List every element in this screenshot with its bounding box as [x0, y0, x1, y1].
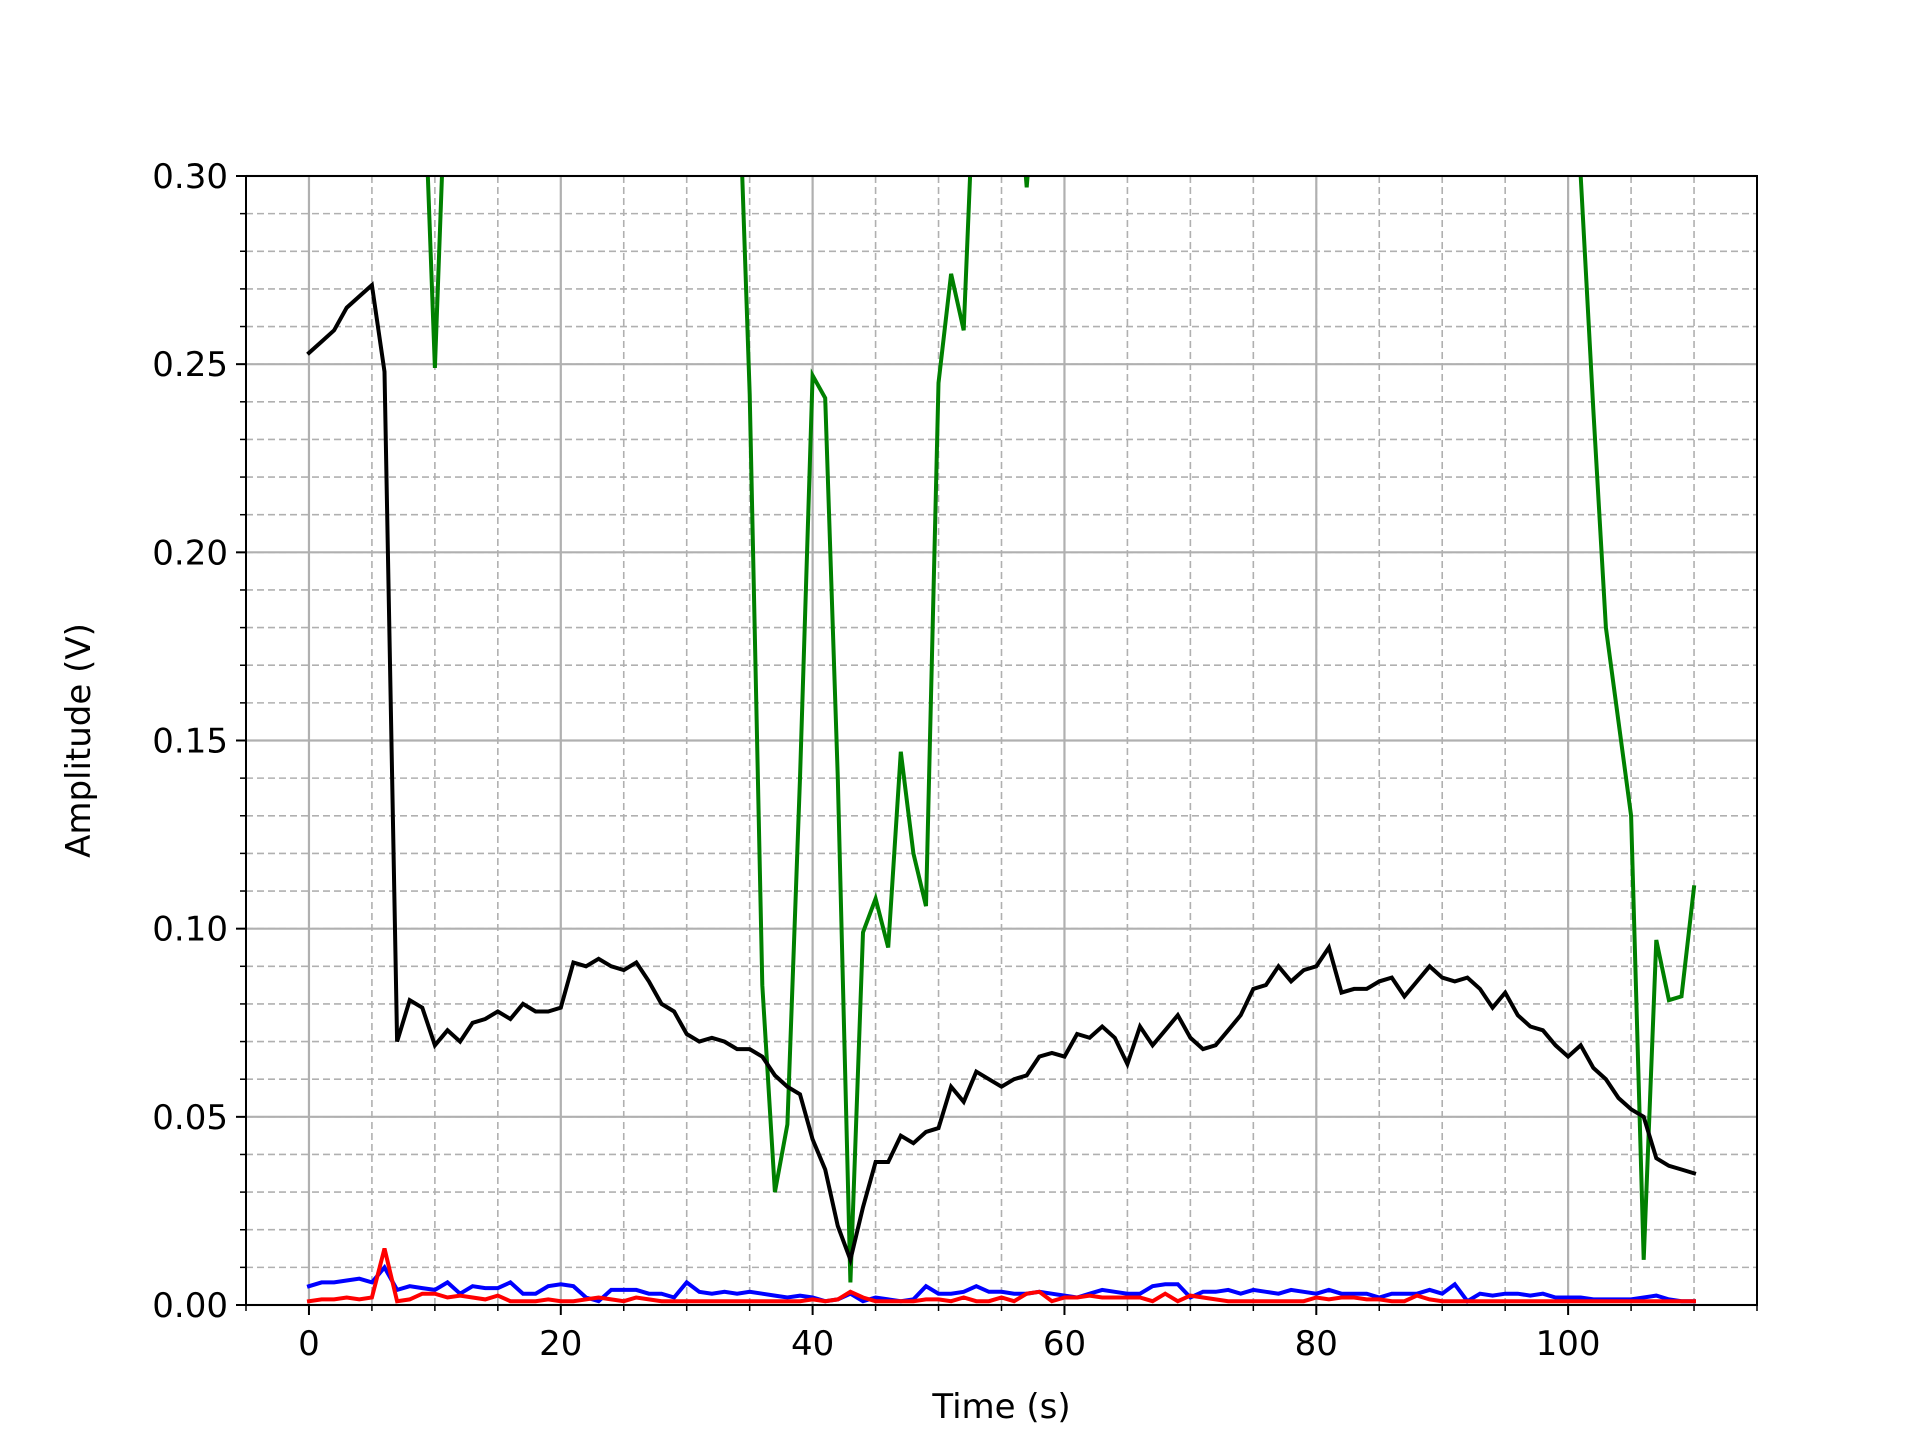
- y-tick-label: 0.10: [152, 910, 228, 950]
- x-tick-labels: 0 20 40 60 80 100: [298, 1324, 1600, 1364]
- series-line-1: [425, 176, 1697, 1283]
- series-line-2: [306, 281, 1697, 1267]
- y-tick-label: 0.25: [152, 345, 228, 385]
- y-axis-title: Amplitude (V): [59, 623, 99, 858]
- series-line-3: [306, 1263, 1696, 1304]
- y-tick-label: 0.15: [152, 722, 228, 762]
- x-tick-label: 0: [298, 1324, 320, 1364]
- x-tick-label: 100: [1536, 1324, 1601, 1364]
- x-tick-label: 60: [1043, 1324, 1086, 1364]
- y-tick-label: 0.00: [152, 1286, 228, 1326]
- y-tick-label: 0.30: [152, 157, 228, 197]
- axis-ticks: [236, 175, 1758, 1315]
- x-tick-label: 40: [791, 1324, 834, 1364]
- series-line-4: [306, 1248, 1696, 1304]
- y-tick-label: 0.20: [152, 533, 228, 573]
- y-tick-labels: 0.00 0.05 0.10 0.15 0.20 0.25 0.30: [152, 157, 228, 1326]
- y-tick-label: 0.05: [152, 1098, 228, 1138]
- x-tick-label: 80: [1295, 1324, 1338, 1364]
- x-axis-title: Time (s): [931, 1387, 1070, 1427]
- x-tick-label: 20: [539, 1324, 582, 1364]
- series-lines: [306, 176, 1697, 1304]
